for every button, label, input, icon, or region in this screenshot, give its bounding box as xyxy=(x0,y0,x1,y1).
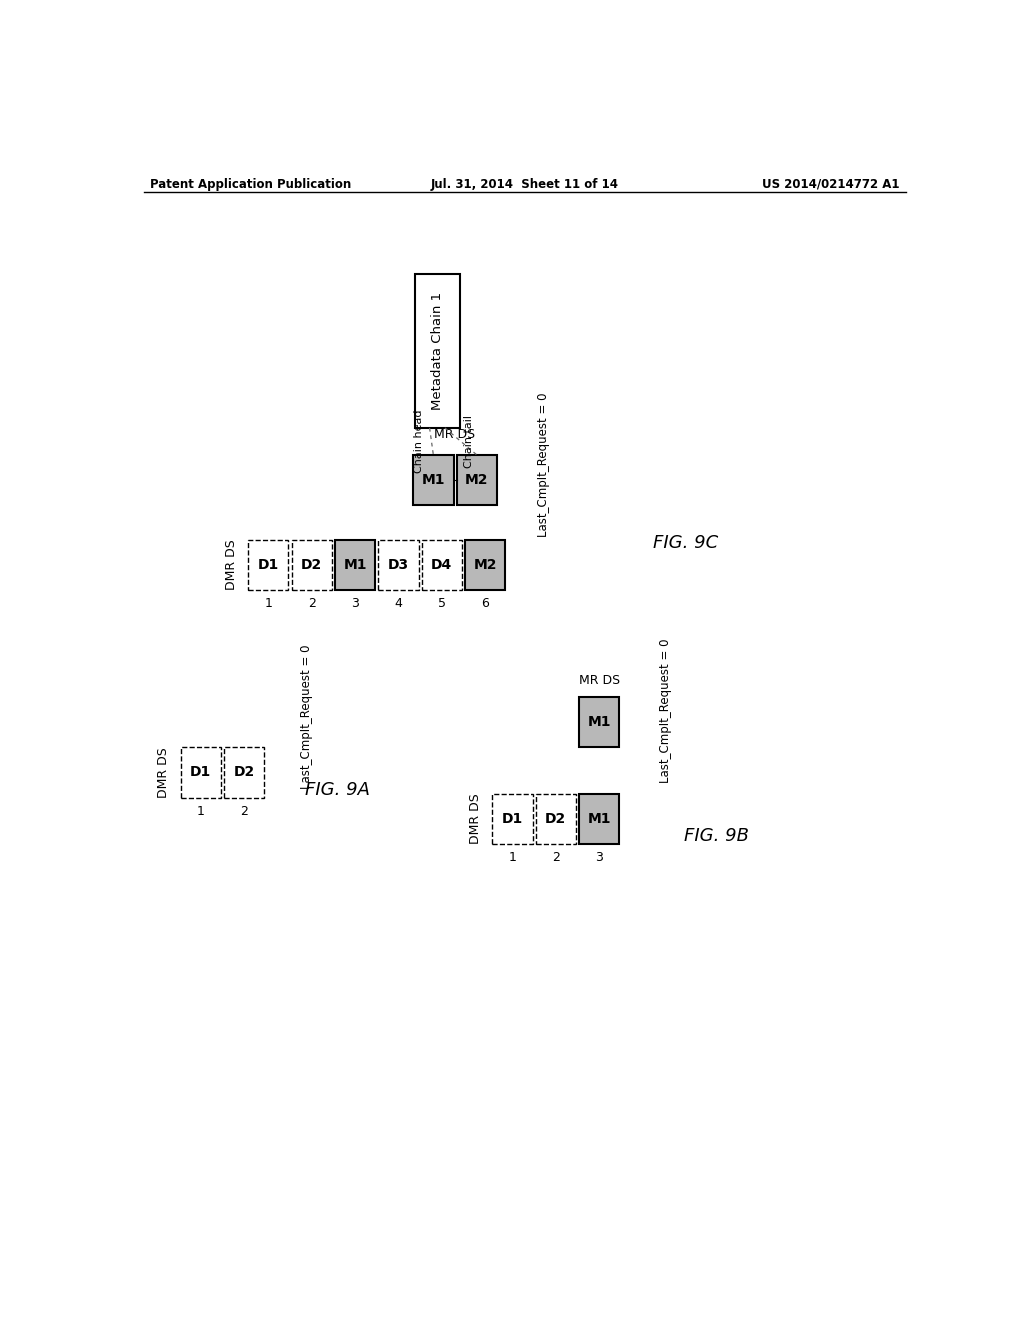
Text: 2: 2 xyxy=(308,598,315,610)
Text: M1: M1 xyxy=(422,473,445,487)
Bar xyxy=(415,275,460,428)
Bar xyxy=(248,540,289,590)
Text: M2: M2 xyxy=(465,473,488,487)
Bar xyxy=(493,793,532,843)
Text: D2: D2 xyxy=(233,766,255,780)
Bar xyxy=(180,747,221,797)
Text: 3: 3 xyxy=(351,598,359,610)
Text: D1: D1 xyxy=(502,812,523,826)
Text: DMR DS: DMR DS xyxy=(224,539,238,590)
Text: MR DS: MR DS xyxy=(434,428,475,441)
Text: Last_CmpIt_Request = 0: Last_CmpIt_Request = 0 xyxy=(537,392,550,537)
Text: D1: D1 xyxy=(258,557,279,572)
Text: US 2014/0214772 A1: US 2014/0214772 A1 xyxy=(763,178,900,190)
Text: FIG. 9C: FIG. 9C xyxy=(653,535,719,552)
Bar xyxy=(292,540,332,590)
Text: D4: D4 xyxy=(431,557,453,572)
Text: 2: 2 xyxy=(241,805,248,818)
Text: D1: D1 xyxy=(190,766,212,780)
Text: Last_CmpIt_Request = 0: Last_CmpIt_Request = 0 xyxy=(659,639,673,783)
Text: DMR DS: DMR DS xyxy=(157,747,170,797)
Text: 6: 6 xyxy=(481,598,489,610)
Text: Last_CmpIt_Request = 0: Last_CmpIt_Request = 0 xyxy=(300,644,312,789)
Text: D2: D2 xyxy=(545,812,566,826)
Text: M1: M1 xyxy=(343,557,367,572)
Text: M1: M1 xyxy=(588,715,611,730)
Text: MR DS: MR DS xyxy=(579,673,620,686)
Text: Patent Application Publication: Patent Application Publication xyxy=(150,178,351,190)
Text: DMR DS: DMR DS xyxy=(469,793,481,843)
Text: 1: 1 xyxy=(509,851,516,865)
Bar xyxy=(414,455,454,506)
Text: D2: D2 xyxy=(301,557,323,572)
Bar xyxy=(579,697,620,747)
Bar xyxy=(465,540,506,590)
Text: Metadata Chain 1: Metadata Chain 1 xyxy=(431,292,443,411)
Text: FIG. 9A: FIG. 9A xyxy=(305,781,370,799)
Text: Chain head: Chain head xyxy=(414,409,424,473)
Text: M1: M1 xyxy=(588,812,611,826)
Bar xyxy=(536,793,575,843)
Text: D3: D3 xyxy=(388,557,409,572)
Bar xyxy=(224,747,264,797)
Text: FIG. 9B: FIG. 9B xyxy=(684,828,749,845)
Text: 3: 3 xyxy=(595,851,603,865)
Bar xyxy=(378,540,419,590)
Bar xyxy=(579,793,620,843)
Text: 4: 4 xyxy=(394,598,402,610)
Bar xyxy=(422,540,462,590)
Bar xyxy=(457,455,497,506)
Text: M2: M2 xyxy=(473,557,497,572)
Text: 2: 2 xyxy=(552,851,560,865)
Text: 1: 1 xyxy=(197,805,205,818)
Text: 1: 1 xyxy=(264,598,272,610)
Text: Jul. 31, 2014  Sheet 11 of 14: Jul. 31, 2014 Sheet 11 of 14 xyxy=(431,178,618,190)
Bar xyxy=(335,540,375,590)
Text: Chain tail: Chain tail xyxy=(464,414,474,467)
Text: 5: 5 xyxy=(438,598,445,610)
